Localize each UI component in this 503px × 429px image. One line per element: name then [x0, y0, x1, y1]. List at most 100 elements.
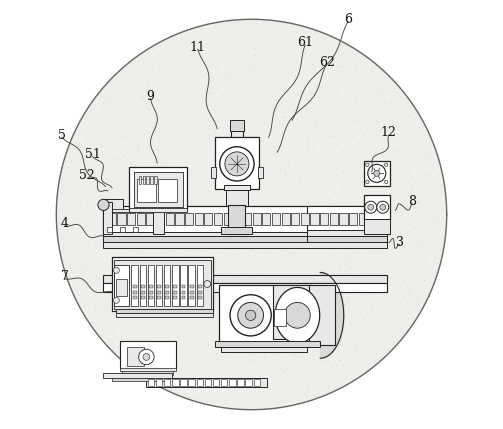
Point [252, 149, 260, 156]
Point [337, 356, 345, 363]
Point [262, 205, 270, 211]
Point [156, 341, 164, 348]
Point [188, 178, 196, 184]
Bar [112, 257, 213, 311]
Point [195, 246, 203, 253]
Point [147, 124, 155, 130]
Point [383, 112, 391, 118]
Point [186, 395, 194, 402]
Point [277, 264, 285, 271]
Point [124, 77, 132, 84]
Point [418, 117, 427, 124]
Point [231, 284, 239, 291]
Point [219, 166, 227, 173]
Point [319, 357, 327, 364]
Point [120, 180, 128, 187]
Point [298, 295, 306, 302]
Point [326, 272, 334, 278]
Point [424, 251, 432, 258]
Point [238, 112, 246, 118]
Point [333, 141, 341, 148]
Point [144, 260, 152, 266]
Point [147, 362, 155, 369]
Point [166, 220, 175, 227]
Point [386, 263, 394, 270]
Point [364, 58, 372, 65]
Point [144, 88, 152, 94]
Point [198, 41, 206, 48]
Point [177, 233, 185, 240]
Point [139, 141, 147, 148]
Point [164, 269, 172, 275]
Point [153, 300, 161, 307]
Point [276, 382, 284, 389]
Point [278, 120, 286, 127]
Point [336, 335, 344, 341]
Point [181, 302, 189, 309]
Point [105, 97, 113, 103]
Point [306, 94, 314, 100]
Point [247, 134, 256, 141]
Point [98, 260, 106, 267]
Point [249, 20, 258, 27]
Point [101, 194, 109, 201]
Point [249, 141, 258, 148]
Point [98, 159, 106, 166]
Point [275, 292, 283, 299]
Point [371, 102, 379, 109]
Point [220, 356, 228, 363]
Point [273, 139, 281, 145]
Point [347, 250, 355, 257]
Point [327, 245, 335, 251]
Point [270, 33, 278, 40]
Point [350, 209, 358, 216]
Point [241, 273, 249, 280]
Point [394, 153, 402, 160]
Point [284, 158, 292, 165]
Point [127, 160, 135, 167]
Point [350, 60, 358, 66]
Point [170, 324, 178, 331]
Point [277, 117, 285, 124]
Point [281, 402, 289, 409]
Point [250, 44, 259, 51]
Point [362, 242, 370, 249]
Point [194, 376, 202, 383]
Point [389, 270, 397, 277]
Point [388, 225, 396, 232]
Point [209, 53, 217, 60]
Point [101, 107, 109, 114]
Point [254, 221, 262, 227]
Point [342, 62, 350, 69]
Point [227, 281, 235, 287]
Point [399, 287, 407, 294]
Point [234, 209, 242, 216]
Point [224, 59, 232, 66]
Point [119, 190, 127, 197]
Point [225, 33, 233, 40]
Point [153, 377, 161, 384]
Point [208, 396, 216, 403]
Point [306, 258, 314, 265]
Point [248, 18, 256, 24]
Point [295, 179, 303, 186]
Point [215, 160, 223, 166]
Point [416, 241, 425, 248]
Point [304, 227, 312, 234]
Bar [133, 172, 183, 207]
Point [229, 73, 237, 79]
Point [122, 328, 130, 335]
Point [251, 160, 259, 166]
Point [256, 184, 264, 191]
Point [130, 269, 138, 275]
Point [232, 108, 240, 115]
Point [438, 247, 446, 254]
Point [169, 117, 177, 124]
Point [417, 237, 426, 244]
Bar [204, 213, 212, 225]
Point [100, 170, 108, 177]
Point [334, 264, 343, 271]
Point [274, 216, 282, 223]
Point [312, 220, 320, 227]
Point [244, 154, 252, 161]
